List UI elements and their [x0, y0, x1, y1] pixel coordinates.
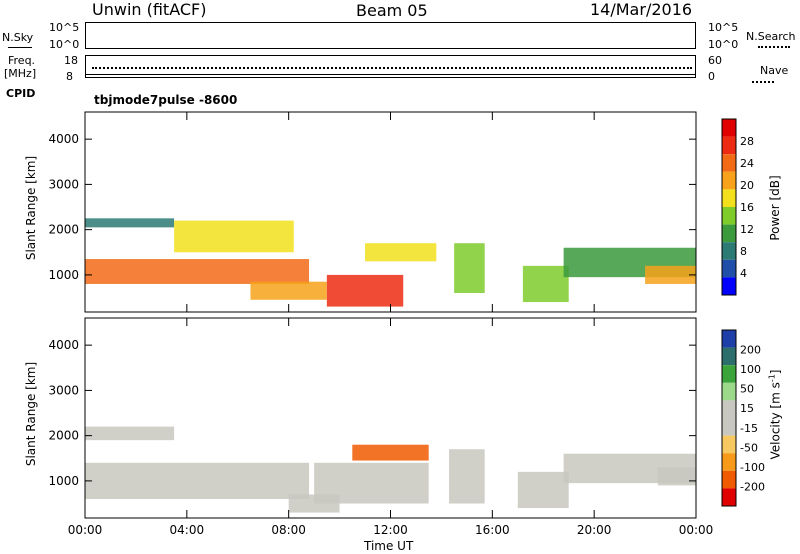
colorbar-segment — [722, 418, 736, 436]
x-tick-label: 00:00 — [68, 523, 103, 537]
power-region-5 — [365, 243, 437, 262]
velocity-region-6 — [517, 471, 569, 509]
x-tick-label: 08:00 — [271, 523, 306, 537]
colorbar-segment — [722, 277, 736, 295]
y-tick-label: 4000 — [48, 132, 79, 146]
colorbar-tick-label: 4 — [740, 267, 747, 280]
colorbar-segment — [722, 365, 736, 383]
velocity-region-0 — [85, 462, 310, 499]
cpid-value: tbjmode7pulse -8600 — [94, 93, 238, 107]
colorbar-tick-label: 50 — [740, 383, 754, 396]
x-tick-label: 04:00 — [170, 523, 205, 537]
station-title: Unwin (fitACF) — [92, 0, 207, 19]
colorbar-segment — [722, 330, 736, 348]
beam-title: Beam 05 — [356, 1, 428, 20]
colorbar-tick-label: -200 — [740, 480, 765, 493]
power-colorbar-label: Power [dB] — [768, 175, 782, 241]
power-region-3 — [250, 281, 327, 300]
velocity-region-4 — [352, 444, 429, 461]
colorbar-tick-label: -50 — [740, 441, 758, 454]
colorbar-segment — [722, 242, 736, 260]
colorbar-segment — [722, 207, 736, 225]
x-tick-label: 12:00 — [373, 523, 408, 537]
colorbar-segment — [722, 382, 736, 401]
y-tick-label: 3000 — [48, 177, 79, 191]
velocity-colorbar-label: Velocity [m s-1] — [767, 369, 783, 460]
power-region-1 — [85, 218, 175, 228]
nsearch-tick-bottom: 10^0 — [708, 38, 739, 51]
power-region-2 — [174, 220, 294, 253]
nave-legend-dots — [752, 81, 774, 83]
freq-tick-bottom: 8 — [66, 70, 73, 83]
nsky-label: N.Sky — [2, 31, 34, 44]
colorbar-frame — [721, 329, 737, 507]
nsearch-label: N.Search — [746, 30, 796, 43]
nave-label: Nave — [760, 64, 789, 77]
y-tick-label: 4000 — [48, 338, 79, 352]
y-tick-label: 1000 — [48, 474, 79, 488]
velocity-region-8 — [657, 467, 696, 486]
colorbar-tick-label: -15 — [740, 422, 758, 435]
colorbar-segment — [722, 136, 736, 155]
power-region-9 — [645, 265, 696, 284]
colorbar-tick-label: 24 — [740, 157, 754, 170]
nsky-tick-bottom: 10^0 — [49, 38, 80, 51]
power-region-6 — [454, 243, 485, 293]
velocity-region-3 — [314, 462, 429, 504]
velocity-region-1 — [85, 426, 175, 441]
power-region-4 — [326, 274, 404, 307]
colorbar-segment — [722, 171, 736, 190]
nave-tick-bottom: 0 — [708, 70, 715, 83]
colorbar-segment — [722, 435, 736, 454]
colorbar-segment — [722, 189, 736, 207]
velocity-region-5 — [449, 449, 485, 504]
colorbar-segment — [722, 224, 736, 243]
velocity-ylabel: Slant Range [km] — [24, 361, 38, 467]
colorbar-segment — [722, 347, 736, 366]
colorbar-segment — [722, 453, 736, 471]
x-tick-label: 20:00 — [577, 523, 612, 537]
colorbar-tick-label: 28 — [740, 135, 754, 148]
colorbar-tick-label: 15 — [740, 402, 754, 415]
colorbar-tick-label: 12 — [740, 223, 754, 236]
nsky-underline — [8, 47, 32, 48]
freq-tick-top: 18 — [64, 54, 78, 67]
freq-label-2: [MHz] — [4, 67, 37, 80]
colorbar-tick-label: 200 — [740, 344, 761, 357]
x-axis-title: Time UT — [364, 539, 414, 553]
y-tick-label: 3000 — [48, 383, 79, 397]
colorbar-segment — [722, 259, 736, 278]
cpid-label: CPID — [6, 87, 36, 100]
colorbar-tick-label: 100 — [740, 363, 761, 376]
colorbar-tick-label: 16 — [740, 201, 754, 214]
y-tick-label: 2000 — [48, 223, 79, 237]
colorbar-tick-label: -100 — [740, 461, 765, 474]
nsky-panel — [85, 22, 696, 49]
colorbar-segment — [722, 470, 736, 489]
nsearch-tick-top: 10^5 — [708, 21, 739, 34]
x-tick-label: 16:00 — [475, 523, 510, 537]
nsearch-legend-dots — [758, 46, 790, 48]
freq-panel — [85, 55, 696, 78]
nsky-tick-top: 10^5 — [49, 21, 80, 34]
power-region-7 — [522, 265, 569, 303]
y-tick-label: 1000 — [48, 268, 79, 282]
power-region-0 — [85, 259, 310, 284]
x-tick-label: 00:00 — [679, 523, 714, 537]
date-title: 14/Mar/2016 — [590, 0, 693, 19]
colorbar-segment — [722, 119, 736, 137]
freq-trace — [86, 74, 695, 75]
colorbar-tick-label: 20 — [740, 179, 754, 192]
nave-tick-top: 60 — [708, 54, 722, 67]
colorbar-segment — [722, 400, 736, 418]
colorbar-tick-label: 8 — [740, 245, 747, 258]
freq-label-1: Freq. — [8, 54, 36, 67]
colorbar-frame — [721, 118, 737, 296]
power-ylabel: Slant Range [km] — [24, 155, 38, 261]
nave-trace — [92, 67, 692, 69]
colorbar-segment — [722, 488, 736, 506]
colorbar-segment — [722, 154, 736, 172]
y-tick-label: 2000 — [48, 429, 79, 443]
